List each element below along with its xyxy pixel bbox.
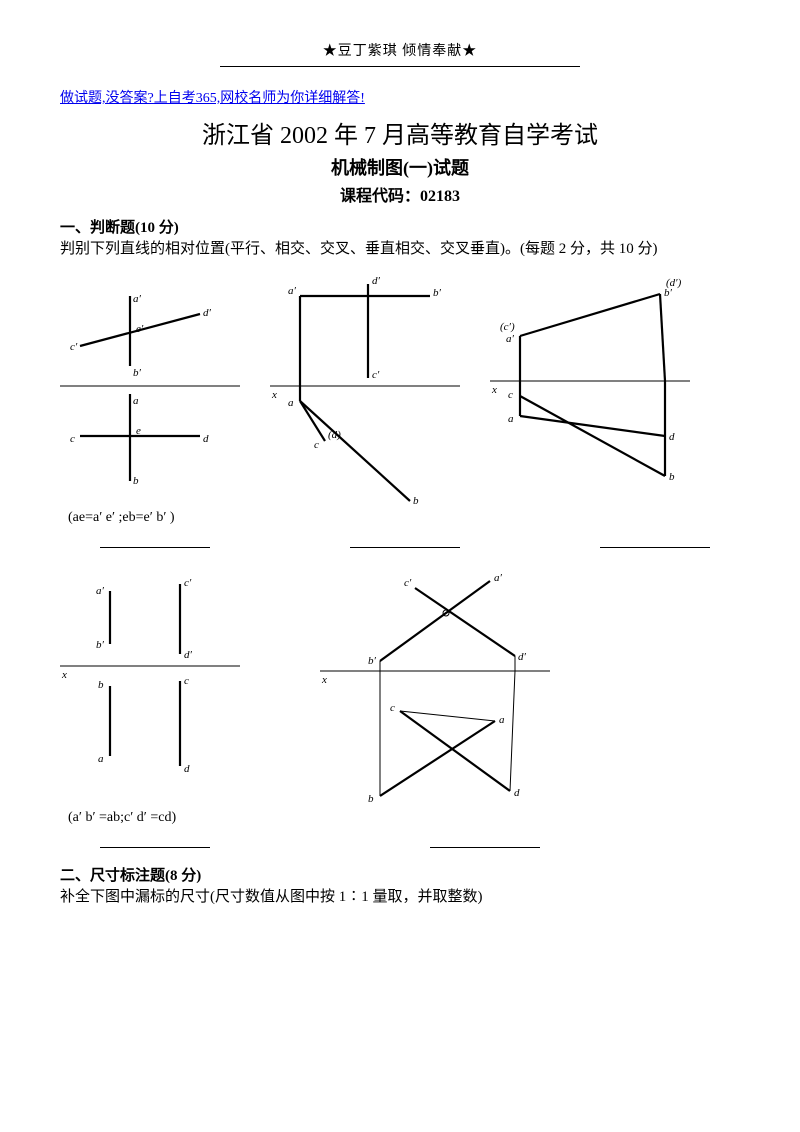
section1-body: 判别下列直线的相对位置(平行、相交、交叉、垂直相交、交叉垂直)。(每题 2 分，… [60,237,740,258]
answer-blank-2 [350,534,460,548]
answer-blank-4 [100,834,210,848]
svg-text:b: b [669,471,675,483]
figure-4: x a′ b′ c′ d′ a b c d [60,566,240,806]
svg-text:(d): (d) [328,429,341,441]
header-note: ★豆丁紫琪 倾情奉献★ [60,40,740,60]
svg-text:c: c [390,702,395,714]
svg-text:c′: c′ [404,577,412,589]
exam-subtitle: 机械制图(一)试题 [60,154,740,180]
svg-text:b: b [413,495,419,506]
svg-text:c: c [70,433,75,445]
figure-2: x a′ b′ c′ d′ a c (d) b [270,266,460,506]
answer-blank-3 [600,534,710,548]
svg-text:(d′): (d′) [666,277,682,289]
svg-text:a′: a′ [133,293,142,305]
answer-blank-1 [100,534,210,548]
svg-text:d′: d′ [184,649,193,661]
figure-4-caption: (a′ b′ =ab;c′ d′ =cd) [68,810,740,826]
svg-text:a′: a′ [96,585,105,597]
answer-blank-5 [430,834,540,848]
header-underline [220,66,580,67]
svg-text:d′: d′ [372,275,381,287]
section2-head: 二、尺寸标注题(8 分) [60,864,740,885]
svg-text:d′: d′ [203,307,212,319]
svg-text:d: d [669,431,675,443]
svg-text:c: c [314,439,319,451]
svg-text:c′: c′ [184,577,192,589]
svg-text:x: x [491,384,497,396]
svg-text:b: b [368,793,374,805]
svg-text:d: d [184,763,190,775]
svg-text:c′: c′ [372,369,380,381]
promo-link[interactable]: 做试题,没答案?上自考365,网校名师为你详细解答! [60,87,740,107]
svg-text:a: a [133,395,139,407]
svg-text:(c′): (c′) [500,321,515,333]
svg-text:x: x [61,669,67,681]
svg-text:b: b [133,475,139,486]
svg-text:e: e [136,425,141,437]
figure-1-caption: (ae=a′ e′ ;eb=e′ b′ ) [68,510,740,526]
figure-row-2: x a′ b′ c′ d′ a b c d [60,566,740,806]
svg-text:c: c [508,389,513,401]
figure-3: x a′ (c′) b′ (d′) a c d b [490,266,690,506]
exam-title: 浙江省 2002 年 7 月高等教育自学考试 [60,115,740,150]
svg-text:a′: a′ [288,285,297,297]
svg-text:d: d [203,433,209,445]
svg-text:x: x [321,674,327,686]
section1-head: 一、判断题(10 分) [60,216,740,237]
figure-5: x a′ b′ c′ d′ a [320,566,550,806]
svg-text:b: b [98,679,104,691]
svg-text:b′: b′ [433,287,442,299]
svg-text:a′: a′ [494,572,503,584]
svg-text:e′: e′ [136,323,144,335]
figure-row-1: a′ b′ c′ d′ e′ a b c d e x [60,266,740,506]
svg-text:a: a [288,397,294,409]
svg-text:a: a [499,714,505,726]
course-code: 课程代码：02183 [60,182,740,206]
svg-text:a: a [508,413,514,425]
section2-body: 补全下图中漏标的尺寸(尺寸数值从图中按 1∶1 量取，并取整数) [60,885,740,906]
figure-1: a′ b′ c′ d′ e′ a b c d e [60,266,240,506]
svg-text:c: c [184,675,189,687]
svg-text:b′: b′ [96,639,105,651]
svg-text:c′: c′ [70,341,78,353]
svg-text:x: x [271,389,277,401]
svg-text:a′: a′ [506,333,515,345]
svg-text:a: a [98,753,104,765]
svg-text:b′: b′ [368,655,377,667]
svg-text:b′: b′ [133,367,142,379]
svg-text:d′: d′ [518,651,527,663]
svg-text:d: d [514,787,520,799]
